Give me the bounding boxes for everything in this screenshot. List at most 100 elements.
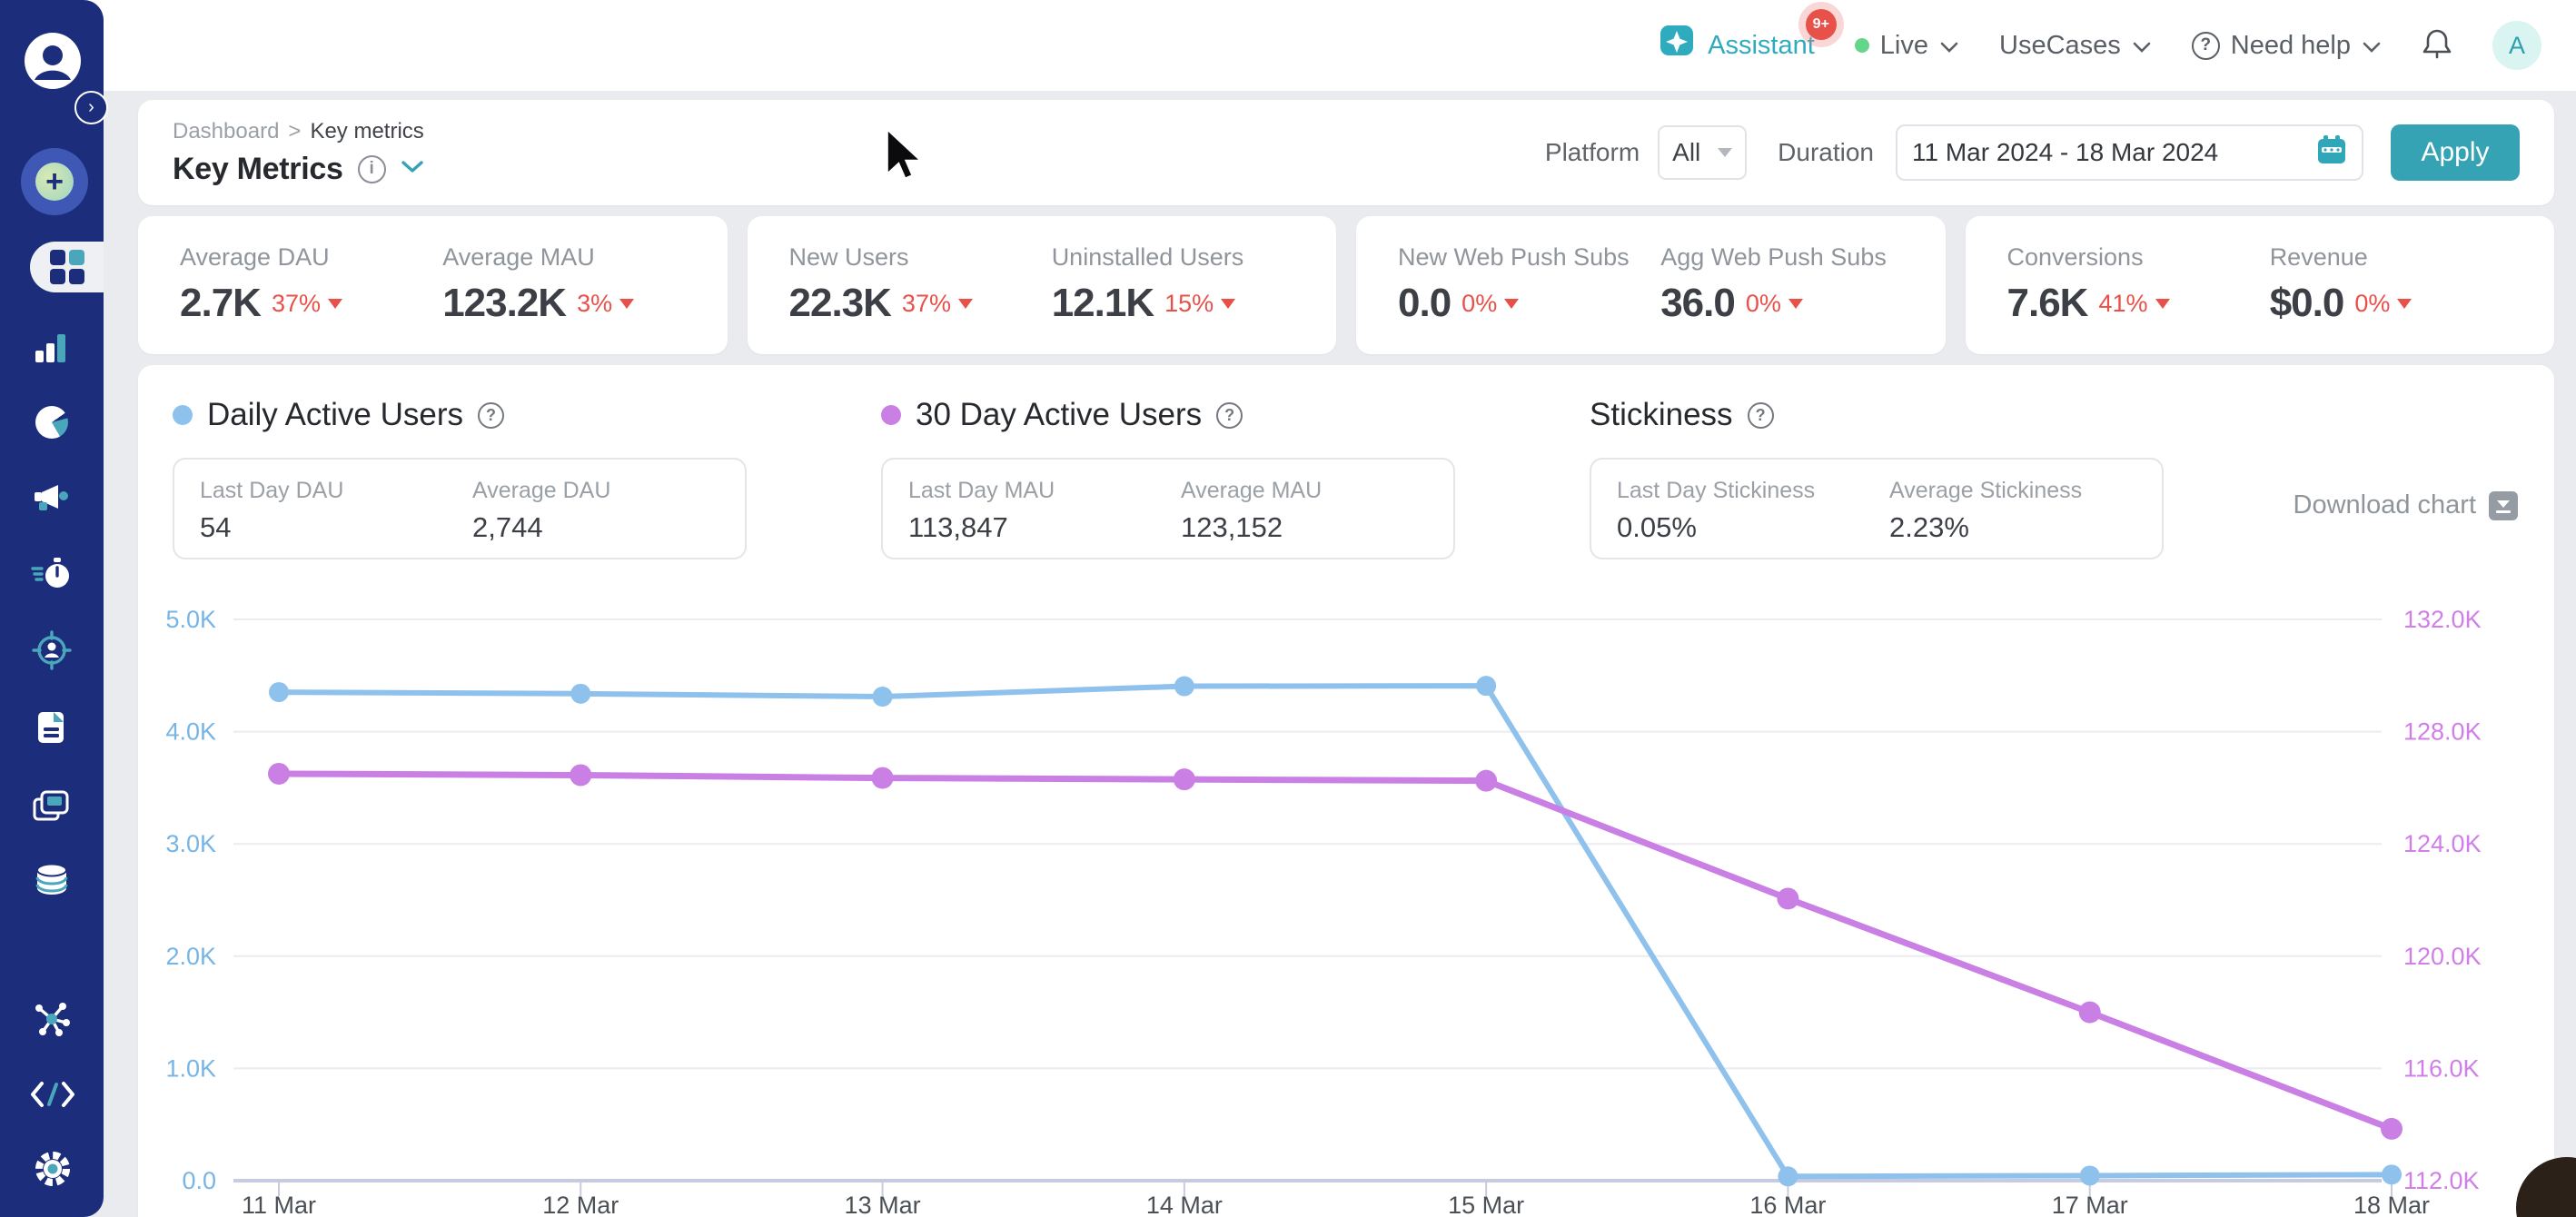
avatar[interactable]: A bbox=[2492, 21, 2541, 70]
trend-down-icon bbox=[2155, 298, 2170, 309]
data-point[interactable] bbox=[1475, 769, 1498, 792]
title-chevron-down-icon[interactable] bbox=[401, 160, 424, 179]
stat-label: Last Day DAU bbox=[200, 478, 344, 503]
data-point[interactable] bbox=[1173, 768, 1195, 791]
trend-down-icon bbox=[1788, 298, 1803, 309]
person-logo-icon[interactable] bbox=[24, 32, 82, 94]
help-icon[interactable]: ? bbox=[478, 401, 505, 429]
stat-value: 123,152 bbox=[1181, 511, 1283, 543]
data-point[interactable] bbox=[872, 687, 893, 707]
help-icon[interactable]: ? bbox=[1216, 401, 1243, 429]
page-heading: Dashboard > Key metrics Key Metrics i bbox=[173, 119, 424, 187]
sidebar-item-performance[interactable] bbox=[31, 556, 73, 597]
database-icon bbox=[35, 863, 68, 895]
metric-card: Average DAU 2.7K 37% Average MAU 123.2K … bbox=[138, 216, 728, 354]
date-range-input[interactable]: 11 Mar 2024 - 18 Mar 2024 bbox=[1896, 124, 2363, 181]
metric-new-web-push-subs: New Web Push Subs 0.0 0% bbox=[1398, 243, 1660, 354]
metric-card: New Web Push Subs 0.0 0% Agg Web Push Su… bbox=[1356, 216, 1946, 354]
data-point[interactable] bbox=[1778, 1166, 1798, 1187]
download-chart-button[interactable]: Download chart bbox=[2294, 490, 2518, 520]
sidebar-item-campaigns[interactable] bbox=[33, 481, 71, 520]
data-point[interactable] bbox=[2078, 1001, 2101, 1024]
sidebar-item-integrations[interactable] bbox=[32, 997, 72, 1042]
data-point[interactable] bbox=[1476, 676, 1497, 697]
platform-select[interactable]: All bbox=[1658, 125, 1748, 180]
calendar-icon[interactable] bbox=[2316, 134, 2347, 172]
data-point[interactable] bbox=[268, 762, 290, 785]
dashboard-grid-icon bbox=[49, 250, 84, 284]
metric-change[interactable]: 0% bbox=[1746, 290, 1803, 318]
sidebar-item-developer[interactable] bbox=[30, 1081, 75, 1113]
metric-value: 123.2K bbox=[442, 281, 567, 325]
metric-card: New Users 22.3K 37% Uninstalled Users 12… bbox=[747, 216, 1336, 354]
trend-down-icon bbox=[957, 298, 973, 309]
svg-text:128.0K: 128.0K bbox=[2403, 718, 2482, 746]
metric-change[interactable]: 37% bbox=[272, 290, 342, 318]
code-icon bbox=[31, 1082, 74, 1107]
data-point[interactable] bbox=[1174, 676, 1194, 697]
assistant-nav[interactable]: Assistant 9+ bbox=[1659, 9, 1837, 67]
question-circle-icon: ? bbox=[2191, 31, 2220, 60]
data-point[interactable] bbox=[1777, 887, 1799, 910]
metric-change[interactable]: 0% bbox=[2354, 290, 2413, 318]
sidebar-item-documents[interactable] bbox=[35, 709, 68, 750]
trend-down-icon bbox=[619, 298, 635, 309]
apply-button[interactable]: Apply bbox=[2391, 124, 2520, 181]
chevron-down-icon bbox=[1939, 31, 1959, 61]
data-point[interactable] bbox=[570, 683, 591, 704]
create-new-button[interactable]: + bbox=[21, 148, 88, 215]
platform-value: All bbox=[1672, 138, 1701, 166]
metric-change[interactable]: 37% bbox=[902, 290, 973, 318]
metric-revenue: Revenue $0.0 0% bbox=[2270, 243, 2532, 354]
trend-down-icon bbox=[1504, 298, 1520, 309]
sidebar-item-dashboards[interactable] bbox=[30, 242, 104, 292]
metric-value: 7.6K bbox=[2006, 281, 2089, 325]
bell-icon[interactable] bbox=[2422, 26, 2452, 65]
breadcrumb-current: Key metrics bbox=[310, 118, 424, 143]
live-menu[interactable]: Live bbox=[1854, 31, 1959, 61]
plus-icon: + bbox=[35, 163, 74, 201]
metric-agg-web-push-subs: Agg Web Push Subs 36.0 0% bbox=[1660, 243, 1923, 354]
sidebar-item-analytics[interactable] bbox=[34, 331, 70, 370]
sidebar-item-reports[interactable] bbox=[35, 406, 68, 439]
data-point[interactable] bbox=[570, 764, 592, 787]
info-icon[interactable]: i bbox=[357, 154, 386, 183]
metric-change[interactable]: 0% bbox=[1461, 290, 1520, 318]
stat-box: Last Day MAU 113,847 Average MAU 123,152 bbox=[881, 458, 1455, 559]
data-point[interactable] bbox=[2381, 1117, 2403, 1140]
stat-box: Last Day Stickiness 0.05% Average Sticki… bbox=[1590, 458, 2164, 559]
chevron-down-icon bbox=[2132, 31, 2152, 61]
breadcrumb-parent[interactable]: Dashboard bbox=[173, 118, 280, 143]
usecases-label: UseCases bbox=[1999, 30, 2121, 60]
assistant-icon bbox=[1659, 24, 1695, 67]
stat-box: Last Day DAU 54 Average DAU 2,744 bbox=[173, 458, 747, 559]
section-stickiness: Stickiness ? Last Day Stickiness 0.05% A… bbox=[1590, 396, 2164, 559]
data-point[interactable] bbox=[2079, 1165, 2100, 1186]
usecases-menu[interactable]: UseCases bbox=[1999, 31, 2152, 61]
metric-cards-row: Average DAU 2.7K 37% Average MAU 123.2K … bbox=[138, 216, 2554, 354]
svg-text:2.0K: 2.0K bbox=[165, 943, 216, 970]
assistant-label: Assistant bbox=[1708, 30, 1815, 60]
data-point[interactable] bbox=[269, 682, 289, 703]
metric-change[interactable]: 15% bbox=[1164, 290, 1236, 318]
sidebar-item-templates[interactable] bbox=[31, 785, 73, 827]
svg-text:17 Mar: 17 Mar bbox=[2052, 1192, 2128, 1217]
data-point[interactable] bbox=[871, 767, 894, 789]
metric-card: Conversions 7.6K 41% Revenue $0.0 0% bbox=[1965, 216, 2554, 354]
sidebar-item-audience[interactable] bbox=[32, 630, 72, 675]
gear-icon bbox=[35, 1152, 70, 1186]
mouse-cursor bbox=[886, 128, 926, 191]
svg-text:5.0K: 5.0K bbox=[165, 606, 216, 633]
svg-text:132.0K: 132.0K bbox=[2403, 606, 2482, 633]
sidebar-item-data[interactable] bbox=[34, 861, 70, 902]
sidebar-expand-button[interactable]: › bbox=[74, 91, 108, 124]
metric-change[interactable]: 41% bbox=[2098, 290, 2170, 318]
stat-label: Last Day Stickiness bbox=[1617, 478, 1816, 503]
svg-text:0.0: 0.0 bbox=[182, 1167, 216, 1194]
data-point[interactable] bbox=[2382, 1164, 2402, 1185]
metric-change[interactable]: 3% bbox=[577, 290, 635, 318]
help-icon[interactable]: ? bbox=[1747, 401, 1774, 429]
metric-label: Agg Web Push Subs bbox=[1660, 243, 1887, 271]
sidebar-item-settings[interactable] bbox=[32, 1148, 74, 1194]
need-help-menu[interactable]: ? Need help bbox=[2191, 31, 2382, 61]
